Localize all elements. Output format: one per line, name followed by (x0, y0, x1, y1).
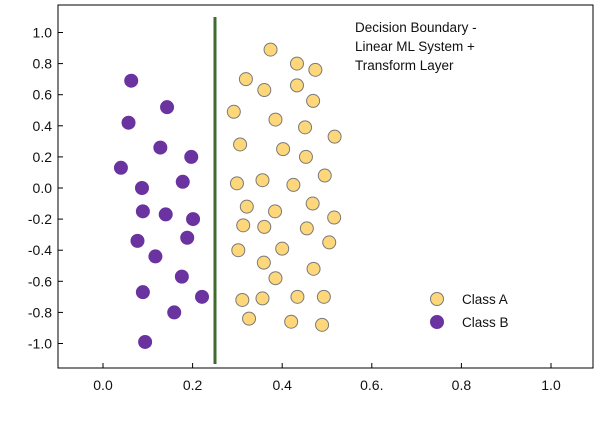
y-tick-label: -1.0 (28, 336, 52, 352)
y-tick-label: 0.8 (33, 56, 53, 72)
x-tick-label: 0.2 (183, 377, 203, 393)
class-a-point (308, 62, 323, 77)
y-tick-label: 0.2 (33, 149, 53, 165)
class-a-point (286, 177, 301, 192)
class-b-point (184, 149, 199, 164)
y-tick-label: 0.4 (33, 118, 53, 134)
class-a-point (268, 204, 283, 219)
class-a-point (275, 241, 290, 256)
class-b-point (153, 140, 168, 155)
chart-title-line: Transform Layer (355, 58, 454, 73)
class-a-point (235, 292, 250, 307)
class-b-point (135, 204, 150, 219)
x-tick-label: 0.4 (272, 377, 292, 393)
class-a-point (268, 112, 283, 127)
class-a-point (263, 42, 278, 57)
class-b-point (138, 334, 153, 349)
class-a-point (236, 218, 251, 233)
class-b-point (158, 207, 173, 222)
class-a-point (276, 142, 291, 157)
x-tick-label: 0.0 (93, 377, 113, 393)
y-axis-ticks: 1.0 0.8 0.6 0.4 0.2 0.0 -0.2 -0.4 -0.6 -0.8 -1.0 (28, 25, 63, 352)
legend-label: Class A (462, 292, 508, 307)
class-b-point (135, 285, 150, 300)
class-b-point (124, 73, 139, 88)
x-tick-label: 0.8 (452, 377, 472, 393)
legend-label: Class B (462, 315, 509, 330)
class-a-point (284, 314, 299, 329)
class-b-point (134, 181, 149, 195)
y-tick-label: -0.2 (28, 211, 52, 227)
class-b-point (167, 305, 182, 320)
legend: Class A Class B (430, 292, 509, 330)
class-a-point (242, 311, 257, 326)
class-a-point (298, 120, 313, 135)
class-a-point (322, 235, 337, 250)
class-a-point (229, 176, 244, 191)
class-a-point (239, 199, 254, 214)
y-tick-label: -0.4 (28, 242, 52, 258)
class-a-point (238, 72, 253, 87)
chart-title: Decision Boundary - Linear ML System + Tra… (355, 20, 477, 73)
class-b-point (130, 233, 145, 248)
class-a-point (327, 129, 342, 144)
x-tick-label: 1.0 (541, 377, 561, 393)
class-b-point (148, 249, 163, 264)
class-a-point (268, 271, 283, 286)
class-a-points (226, 42, 342, 332)
class-a-point (226, 104, 241, 119)
class-a-point (289, 56, 304, 71)
class-a-point (289, 78, 304, 93)
class-a-point (257, 83, 272, 98)
y-tick-label: -0.8 (28, 304, 52, 320)
class-a-point (327, 210, 342, 225)
class-a-point (290, 289, 305, 304)
y-tick-label: -0.6 (28, 273, 52, 289)
class-b-points (113, 73, 210, 349)
class-b-point (195, 289, 210, 304)
legend-marker (430, 292, 444, 306)
chart-title-line: Decision Boundary - (355, 20, 477, 35)
class-a-point (255, 173, 270, 188)
class-a-point (256, 255, 271, 270)
y-tick-label: 1.0 (33, 25, 53, 41)
class-a-point (306, 261, 321, 276)
class-b-point (113, 160, 128, 175)
class-a-point (306, 93, 321, 108)
class-a-point (233, 137, 248, 152)
class-b-point (174, 269, 189, 284)
class-a-point (298, 149, 313, 164)
class-a-point (299, 221, 314, 236)
y-tick-label: 0.6 (33, 87, 53, 103)
legend-marker (430, 315, 444, 329)
class-a-point (315, 317, 330, 332)
chart-title-line: Linear ML System + (355, 39, 475, 54)
class-a-point (255, 291, 270, 306)
x-axis-ticks: 0.0 0.2 0.4 0.6. 0.8 1.0 (93, 363, 561, 393)
class-b-point (186, 212, 201, 227)
class-a-point (305, 196, 320, 211)
class-b-point (175, 174, 190, 189)
x-tick-label: 0.6. (360, 377, 383, 393)
class-b-point (160, 100, 175, 115)
class-b-point (180, 230, 195, 245)
class-b-point (121, 115, 136, 130)
class-a-point (231, 243, 246, 258)
class-a-point (257, 219, 272, 234)
class-a-point (316, 289, 331, 304)
y-tick-label: 0.0 (33, 180, 53, 196)
class-a-point (317, 168, 332, 183)
